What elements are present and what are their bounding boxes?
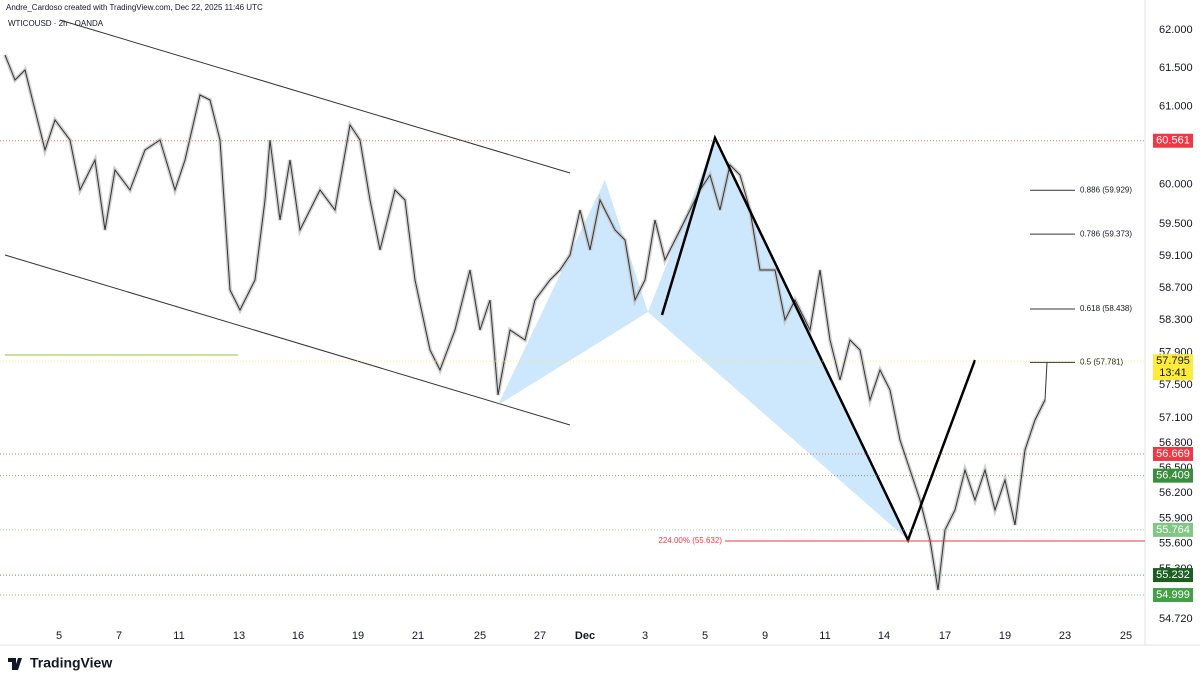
pattern-bcd [648,140,908,540]
projection-line [660,134,977,544]
credit: Andre_Cardoso created with TradingView.c… [6,3,263,12]
date-label: 25 [474,630,486,642]
date-label: 23 [1059,630,1071,642]
date-label: 13 [233,630,245,642]
price-tag [1153,446,1193,461]
date-label: 7 [116,630,122,642]
fib-label: 0.618 (58.438) [1080,304,1132,313]
fib-label: 0.5 (57.781) [1080,357,1123,366]
date-label: 9 [762,630,768,642]
date-label: 11 [173,630,184,642]
fib-label: 0.786 (59.373) [1080,229,1132,238]
price-tag [1153,468,1193,483]
price-label: 54.720 [1159,613,1193,625]
price-label: 58.700 [1159,282,1193,294]
price-tag [1153,522,1193,537]
fib-levels: 0.886 (59.929) 0.786 (59.373) 0.618 (58.43… [1030,185,1132,366]
date-label: 25 [1120,630,1132,642]
channel-line [4,254,571,426]
date-label: 14 [878,630,890,642]
brand: TradingView [30,655,112,671]
fib-label: 0.886 (59.929) [1080,185,1132,194]
price-tag-label: 57.795 [1156,355,1190,367]
date-label: 5 [702,630,708,642]
price-tag-label: 55.232 [1156,569,1190,581]
time-axis: 5 7 11 13 16 19 21 25 27 Dec 3 5 9 11 14 17 19 23 25 [56,630,1132,642]
price-label: 59.500 [1159,218,1193,230]
date-label: 19 [352,630,364,642]
price-tag-label: 55.764 [1156,524,1190,536]
date-label: 3 [642,630,648,642]
brand-logo [8,658,22,670]
price-label: 56.800 [1159,437,1193,449]
date-label: 27 [534,630,546,642]
date-label: 5 [56,630,62,642]
pattern-xab [498,180,648,405]
price-line [4,54,1048,591]
date-label: 17 [939,630,951,642]
price-tag [1153,588,1193,603]
price-label: 56.200 [1159,487,1193,499]
price-label: 57.100 [1159,412,1193,424]
price-label: 60.000 [1159,179,1193,191]
price-tag-label: 56.669 [1156,448,1190,460]
price-label: 58.300 [1159,314,1193,326]
channel-line [59,19,571,174]
date-label: Dec [575,630,595,642]
date-label: 21 [412,630,424,642]
price-tag [1153,133,1193,148]
price-tag-label: 60.561 [1156,135,1190,147]
price-tag-timer: 13:41 [1159,367,1187,379]
price-label: 57.500 [1159,379,1193,391]
price-label: 61.000 [1159,101,1193,113]
symbol: WTICOUSD · 2h · OANDA [8,19,104,28]
price-label: 59.100 [1159,250,1193,262]
price-label: 62.000 [1159,24,1193,36]
price-tag-label: 54.999 [1156,589,1190,601]
price-label: 61.500 [1159,62,1193,74]
price-tag [1153,568,1193,583]
price-label: 55.600 [1159,538,1193,550]
date-label: 11 [819,630,830,642]
price-label: 55.900 [1159,512,1193,524]
date-label: 19 [999,630,1011,642]
extension-label: 224.00% (55.632) [658,536,722,545]
date-label: 16 [292,630,304,642]
price-tag-label: 56.409 [1156,470,1190,482]
price-tag [1153,354,1193,381]
